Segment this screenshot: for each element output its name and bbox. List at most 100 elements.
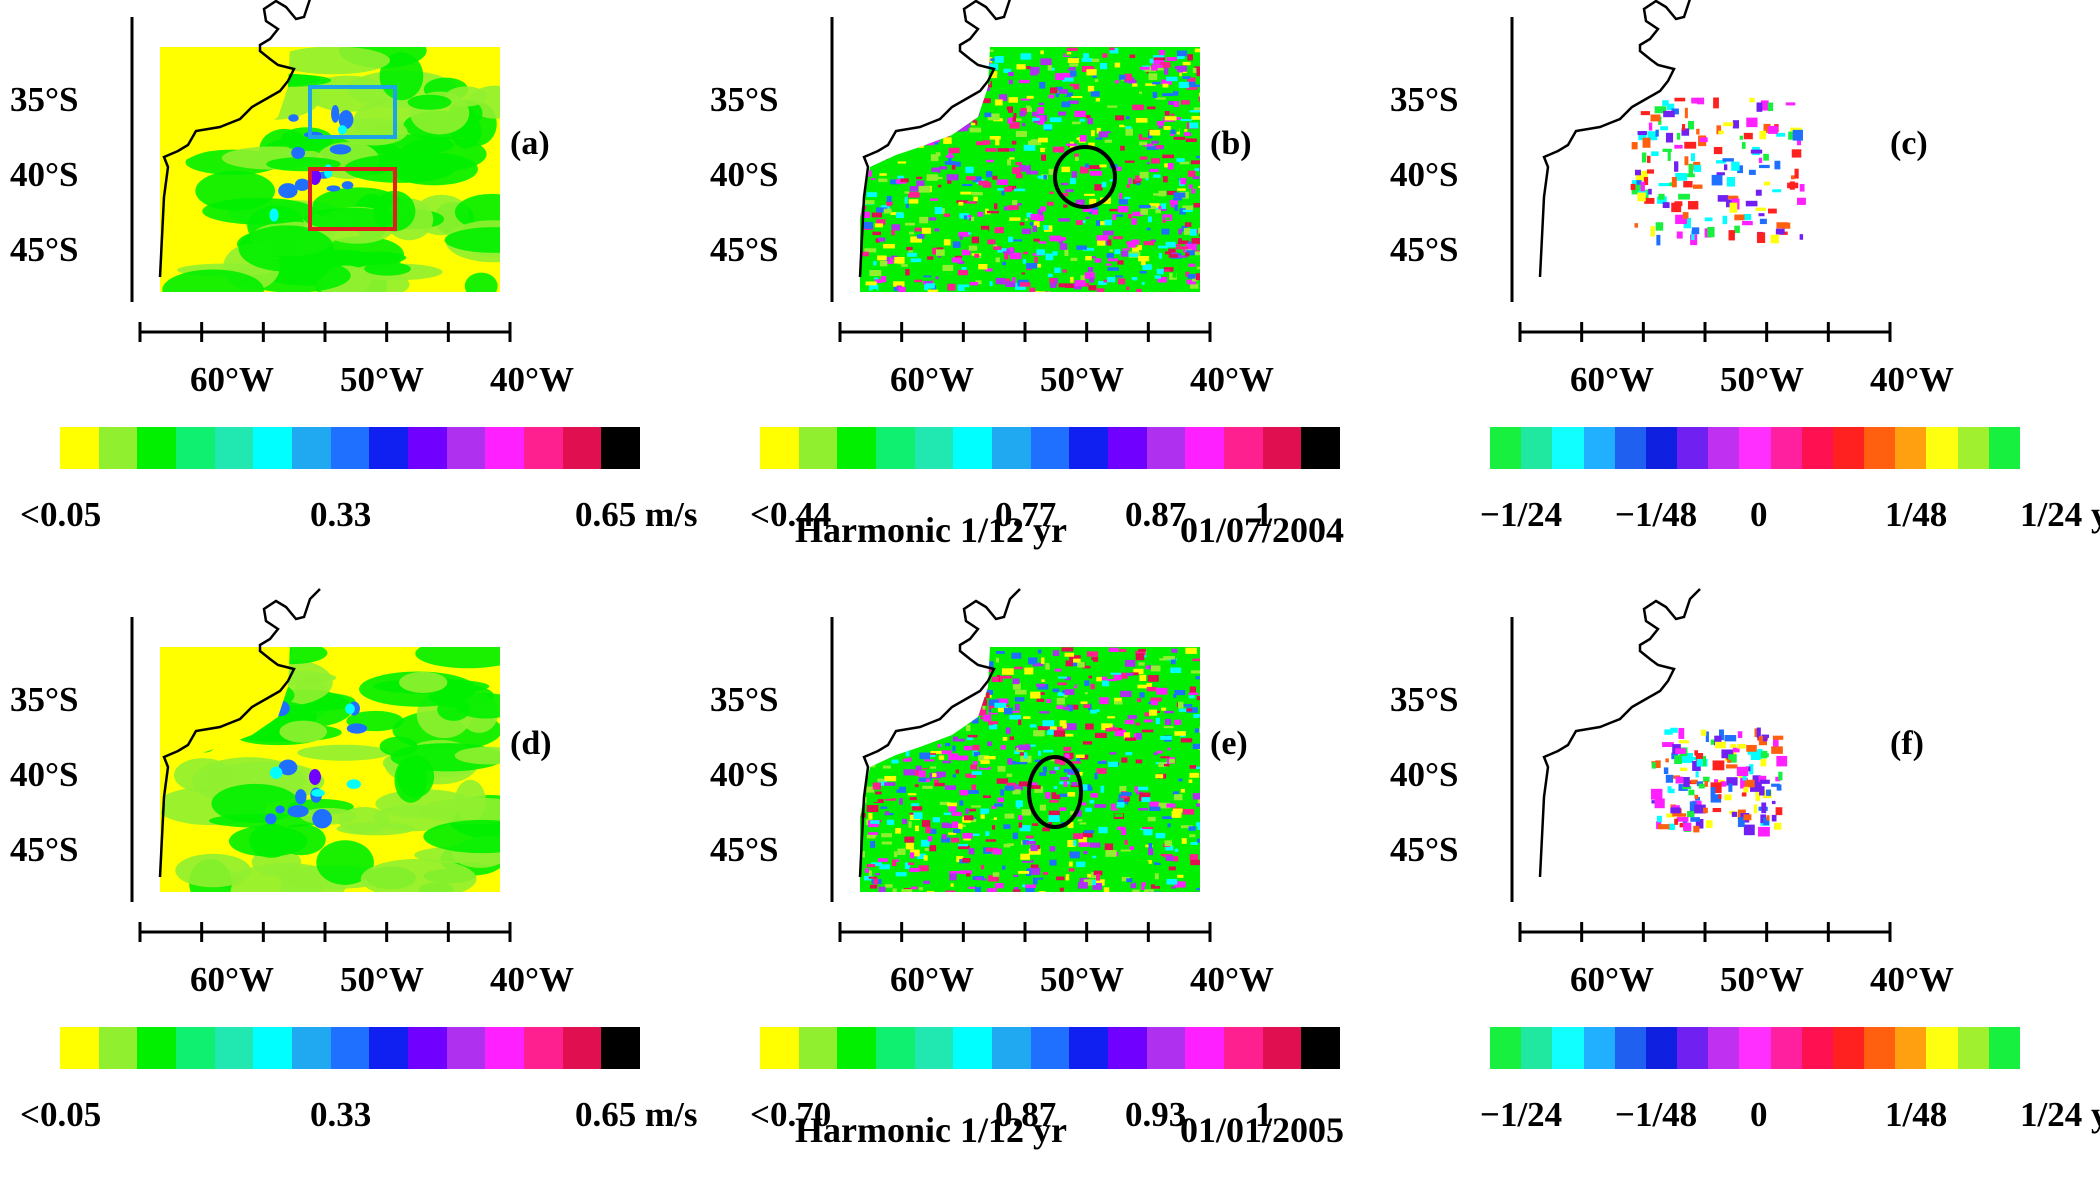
- colorbar-swatch-f-5: [1645, 1027, 1678, 1069]
- colorbar-swatch-f-12: [1864, 1027, 1896, 1069]
- map-svg-f: [1510, 588, 1892, 942]
- lon-label-e-2: 40°W: [1190, 960, 1274, 999]
- colorbar-f: [1490, 1027, 2020, 1069]
- colorbar-swatch-b-1: [798, 427, 838, 469]
- colorbar-label-e-0: <0.70: [750, 1095, 832, 1134]
- colorbar-swatch-b-12: [1224, 427, 1263, 469]
- colorbar-swatch-f-2: [1552, 1027, 1584, 1069]
- colorbar-swatch-d-7: [330, 1027, 370, 1069]
- map-svg-c: [1510, 0, 1892, 342]
- colorbar-swatch-e-3: [876, 1027, 915, 1069]
- lon-label-c-2: 40°W: [1870, 360, 1954, 399]
- map-svg-d: [130, 588, 512, 942]
- colorbar-swatch-b-14: [1301, 427, 1341, 469]
- colorbar-swatch-a-6: [292, 427, 331, 469]
- colorbar-swatch-e-2: [837, 1027, 877, 1069]
- colorbar-swatch-c-14: [1926, 427, 1958, 469]
- lat-label-c-0: 35°S: [1390, 80, 1459, 119]
- colorbar-label-c-4: 1/24 yr: [2020, 495, 2100, 534]
- colorbar-swatch-a-8: [369, 427, 409, 469]
- lat-label-c-2: 45°S: [1390, 230, 1459, 269]
- colorbar-swatch-c-13: [1895, 427, 1927, 469]
- lon-label-a-0: 60°W: [190, 360, 274, 399]
- colorbar-swatch-c-10: [1801, 427, 1833, 469]
- colorbar-label-c-3: 1/48: [1885, 495, 1948, 534]
- lat-label-e-0: 35°S: [710, 680, 779, 719]
- colorbar-swatch-d-2: [137, 1027, 177, 1069]
- colorbar-swatch-e-11: [1185, 1027, 1225, 1069]
- colorbar-swatch-f-16: [1988, 1027, 2020, 1069]
- colorbar-swatch-e-9: [1108, 1027, 1147, 1069]
- map-panel-c: 35°S 40°S 45°S 60°W 50°W 40°W (c) −1/24 −1/48 0 1/…: [1385, 0, 2100, 582]
- map-panel-b: 35°S 40°S 45°S 60°W 50°W 40°W (b) <0.44 0.77 0.87…: [705, 0, 1385, 582]
- colorbar-label-b-2: 0.87: [1125, 495, 1187, 534]
- colorbar-swatch-a-3: [176, 427, 215, 469]
- panel-label-b: (b): [1210, 125, 1252, 162]
- colorbar-swatch-c-3: [1583, 427, 1615, 469]
- map-svg-a: [130, 0, 512, 342]
- colorbar-swatch-e-8: [1069, 1027, 1109, 1069]
- lon-label-b-1: 50°W: [1040, 360, 1124, 399]
- lat-label-f-0: 35°S: [1390, 680, 1459, 719]
- colorbar-swatch-b-4: [914, 427, 954, 469]
- colorbar-swatch-b-6: [992, 427, 1031, 469]
- colorbar-swatch-f-9: [1770, 1027, 1802, 1069]
- caption-date-1: 01/01/2005: [1180, 1110, 1345, 1150]
- colorbar-swatch-d-5: [253, 1027, 293, 1069]
- map-svg-e: [830, 588, 1212, 942]
- colorbar-swatch-e-4: [914, 1027, 954, 1069]
- panel-label-a: (a): [510, 125, 550, 162]
- lat-label-f-2: 45°S: [1390, 830, 1459, 869]
- colorbar-label-e-2: 0.93: [1125, 1095, 1187, 1134]
- colorbar-swatch-e-13: [1262, 1027, 1302, 1069]
- map-panel-e: 35°S 40°S 45°S 60°W 50°W 40°W (e) <0.70 0.87 0.93…: [705, 588, 1385, 1182]
- lon-label-e-1: 50°W: [1040, 960, 1124, 999]
- colorbar-max-label-d: 0.65 m/s: [575, 1095, 698, 1134]
- colorbar-swatch-b-11: [1185, 427, 1225, 469]
- colorbar-swatch-d-10: [446, 1027, 486, 1069]
- lat-label-c-1: 40°S: [1390, 155, 1459, 194]
- colorbar-swatch-b-10: [1146, 427, 1186, 469]
- colorbar-swatch-d-3: [176, 1027, 215, 1069]
- map-layer-f: [1538, 588, 1788, 878]
- colorbar-swatch-d-12: [524, 1027, 563, 1069]
- colorbar-swatch-b-2: [837, 427, 877, 469]
- colorbar-swatch-a-13: [562, 427, 602, 469]
- circle-marker-b: [1053, 145, 1117, 209]
- lon-label-c-0: 60°W: [1570, 360, 1654, 399]
- lat-label-a-1: 40°S: [10, 155, 79, 194]
- colorbar-swatch-a-2: [137, 427, 177, 469]
- colorbar-swatch-b-9: [1108, 427, 1147, 469]
- colorbar-swatch-d-6: [292, 1027, 331, 1069]
- colorbar-b: [760, 427, 1341, 469]
- colorbar-swatch-d-4: [214, 1027, 254, 1069]
- colorbar-swatch-b-3: [876, 427, 915, 469]
- colorbar-swatch-f-4: [1614, 1027, 1646, 1069]
- colorbar-swatch-f-3: [1583, 1027, 1615, 1069]
- colorbar-swatch-b-5: [953, 427, 993, 469]
- map-layer-a: [158, 0, 500, 292]
- lon-label-d-0: 60°W: [190, 960, 274, 999]
- colorbar-label-f-4: 1/24 yr: [2020, 1095, 2100, 1134]
- colorbar-swatch-e-12: [1224, 1027, 1263, 1069]
- colorbar-label-b-3: 1: [1255, 495, 1273, 534]
- colorbar-swatch-f-1: [1521, 1027, 1553, 1069]
- colorbar-swatch-f-15: [1957, 1027, 1989, 1069]
- lat-label-e-1: 40°S: [710, 755, 779, 794]
- colorbar-swatch-d-11: [485, 1027, 525, 1069]
- colorbar-swatch-f-11: [1832, 1027, 1865, 1069]
- colorbar-swatch-d-13: [562, 1027, 602, 1069]
- lon-label-a-1: 50°W: [340, 360, 424, 399]
- colorbar-swatch-a-4: [214, 427, 254, 469]
- colorbar-min-label-a: <0.05: [20, 495, 102, 534]
- panel-label-f: (f): [1890, 725, 1924, 762]
- region-red-box: [308, 167, 397, 231]
- colorbar-swatch-d-1: [98, 1027, 138, 1069]
- colorbar-mid-label-d: 0.33: [310, 1095, 372, 1134]
- lon-label-a-2: 40°W: [490, 360, 574, 399]
- colorbar-min-label-d: <0.05: [20, 1095, 102, 1134]
- colorbar-swatch-c-1: [1521, 427, 1553, 469]
- colorbar-swatch-a-9: [408, 427, 447, 469]
- lon-label-f-2: 40°W: [1870, 960, 1954, 999]
- colorbar-swatch-f-7: [1708, 1027, 1740, 1069]
